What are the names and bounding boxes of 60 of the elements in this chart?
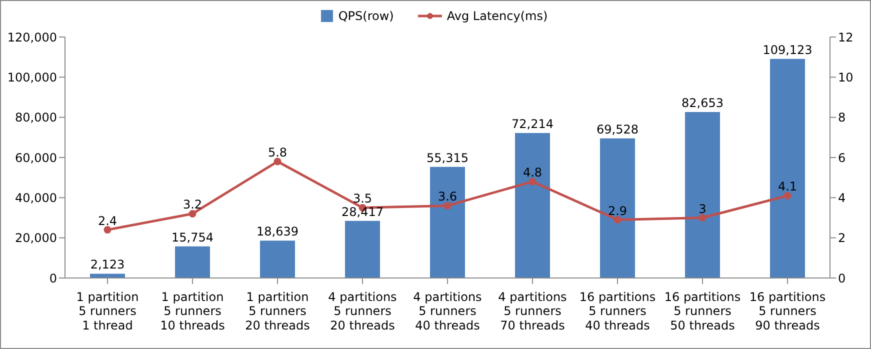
data-label: 4.8	[522, 166, 542, 180]
y2-tick-label: 12	[838, 30, 854, 44]
point	[698, 214, 706, 222]
data-label: 55,315	[426, 150, 468, 165]
bar	[685, 112, 720, 278]
point	[444, 202, 452, 210]
x-tick-label: 4 partitions 5 runners 40 threads	[413, 290, 482, 333]
data-label: 69,528	[596, 122, 638, 136]
point	[104, 226, 112, 234]
y2-tick-label: 10	[838, 70, 854, 84]
data-label: 3.5	[352, 192, 372, 206]
y-tick-label: 40,000	[15, 190, 57, 205]
data-label: 15,754	[172, 230, 214, 244]
bar	[175, 246, 210, 278]
y2-tick-label: 2	[838, 231, 846, 246]
data-label: 2.4	[98, 214, 118, 228]
x-tick-label: 1 partition 5 runners 1 thread	[76, 290, 139, 333]
y-tick-label: 100,000	[7, 70, 57, 84]
x-tick-label: 4 partitions 5 runners 70 threads	[498, 290, 567, 333]
data-label: 82,653	[682, 96, 724, 110]
bar	[600, 138, 635, 278]
legend-label: QPS(row)	[338, 9, 394, 23]
x-tick-label: 1 partition 5 runners 20 threads	[245, 290, 310, 333]
point	[188, 210, 196, 218]
data-label: 2.9	[608, 204, 628, 218]
y-tick-label: 0	[49, 271, 57, 286]
legend-label: Avg Latency(ms)	[446, 9, 548, 23]
x-tick-label: 4 partitions 5 runners 20 threads	[328, 290, 397, 333]
y2-tick-label: 6	[838, 150, 846, 165]
point	[784, 192, 792, 200]
x-tick-label: 1 partition 5 runners 10 threads	[160, 290, 225, 333]
y-tick-label: 20,000	[15, 231, 57, 246]
y2-tick-label: 0	[838, 271, 846, 286]
bar	[260, 240, 295, 278]
y-tick-label: 120,000	[7, 30, 57, 44]
data-label: 3	[698, 202, 706, 216]
x-tick-label: 16 partitions 5 runners 90 threads	[749, 290, 826, 333]
y-tick-label: 80,000	[15, 110, 57, 125]
point	[274, 158, 282, 166]
data-label: 5.8	[268, 146, 288, 160]
y-tick-label: 60,000	[15, 150, 57, 165]
bar	[770, 58, 805, 278]
bar	[345, 220, 380, 278]
bar	[515, 132, 550, 278]
point	[614, 216, 622, 224]
data-label: 4.1	[778, 180, 798, 194]
y2-tick-label: 4	[838, 190, 846, 205]
data-label: 3.6	[438, 190, 458, 204]
data-label: 2,123	[90, 258, 125, 272]
data-label: 72,214	[512, 116, 554, 131]
point	[528, 178, 536, 186]
data-label: 18,639	[256, 224, 298, 239]
x-tick-label: 16 partitions 5 runners 40 threads	[579, 290, 656, 333]
bar	[430, 166, 465, 278]
y2-tick-label: 8	[838, 110, 846, 125]
bar	[90, 274, 125, 278]
data-label: 109,123	[762, 42, 812, 57]
data-label: 28,417	[342, 204, 384, 219]
x-tick-label: 16 partitions 5 runners 50 threads	[664, 290, 741, 333]
data-label: 3.2	[182, 198, 202, 212]
